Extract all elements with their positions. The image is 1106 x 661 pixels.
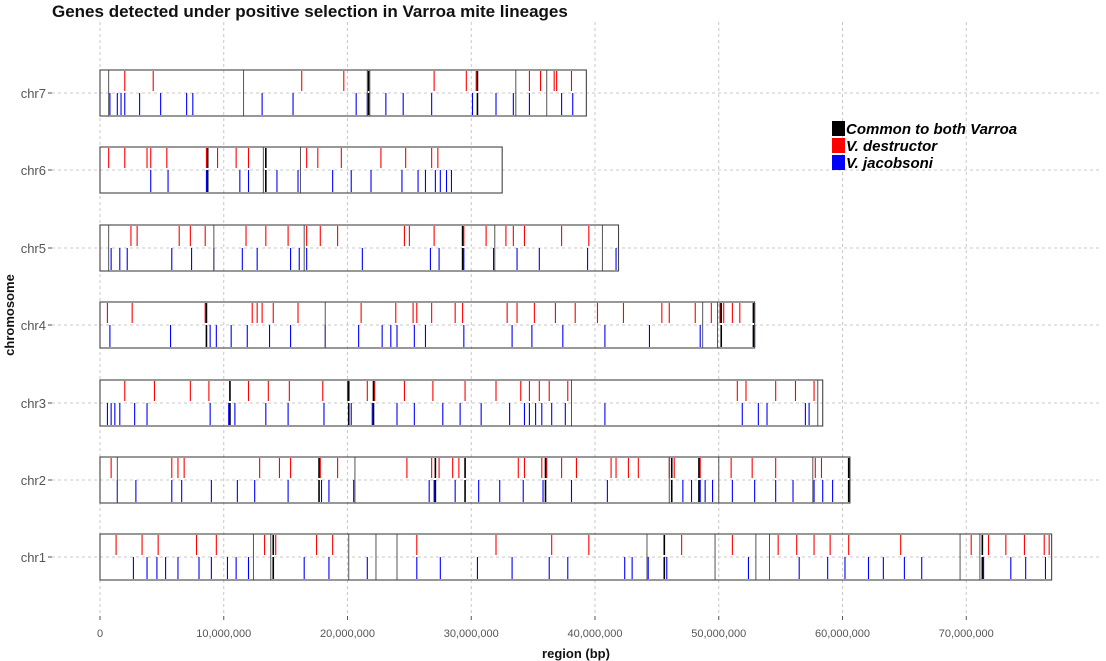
x-tick-label: 0 bbox=[97, 628, 103, 640]
x-axis-title: region (bp) bbox=[542, 646, 610, 661]
y-axis-title: chromosome bbox=[2, 274, 17, 356]
chart-title: Genes detected under positive selection … bbox=[52, 2, 568, 21]
legend-label-common: Common to both Varroa bbox=[846, 121, 1017, 138]
y-tick-label: chr2 bbox=[21, 473, 46, 488]
track-chr7 bbox=[99, 69, 587, 117]
y-tick-label: chr7 bbox=[21, 86, 46, 101]
legend-label-jacobsoni: V. jacobsoni bbox=[846, 155, 934, 172]
y-tick-label: chr5 bbox=[21, 241, 46, 256]
x-tick-label: 10,000,000 bbox=[196, 628, 251, 640]
chromosome-outline bbox=[99, 224, 620, 272]
track-chr3 bbox=[99, 379, 824, 427]
chromosome-outline bbox=[99, 69, 587, 117]
chromosome-outline bbox=[99, 533, 1053, 581]
chromosome-outline bbox=[99, 379, 824, 427]
legend-swatch-destructor bbox=[832, 138, 845, 153]
x-tick-label: 70,000,000 bbox=[939, 628, 994, 640]
chromosome-outline bbox=[99, 301, 756, 349]
chromosome-tracks bbox=[99, 69, 1053, 581]
y-tick-label: chr3 bbox=[21, 396, 46, 411]
track-chr5 bbox=[99, 224, 620, 272]
grid bbox=[52, 22, 1102, 616]
track-chr4 bbox=[99, 301, 756, 349]
x-tick-label: 50,000,000 bbox=[691, 628, 746, 640]
chromosome-outline bbox=[99, 456, 851, 504]
x-axis: 0 10,000,000 20,000,000 30,000,000 40,000,00… bbox=[97, 616, 994, 640]
x-tick-label: 20,000,000 bbox=[320, 628, 375, 640]
track-chr2 bbox=[99, 456, 851, 504]
legend-swatch-jacobsoni bbox=[832, 155, 845, 170]
track-chr6 bbox=[99, 146, 503, 194]
y-tick-label: chr4 bbox=[21, 318, 46, 333]
x-tick-label: 40,000,000 bbox=[567, 628, 622, 640]
legend-swatch-common bbox=[832, 121, 845, 136]
x-tick-label: 60,000,000 bbox=[815, 628, 870, 640]
chromosome-outline bbox=[99, 146, 503, 194]
y-tick-label: chr1 bbox=[21, 550, 46, 565]
y-axis: chr7 chr6 chr5 chr4 chr3 chr2 chr1 bbox=[21, 86, 52, 565]
x-tick-label: 30,000,000 bbox=[444, 628, 499, 640]
track-chr1 bbox=[99, 533, 1053, 581]
y-tick-label: chr6 bbox=[21, 163, 46, 178]
legend-label-destructor: V. destructor bbox=[846, 138, 938, 155]
